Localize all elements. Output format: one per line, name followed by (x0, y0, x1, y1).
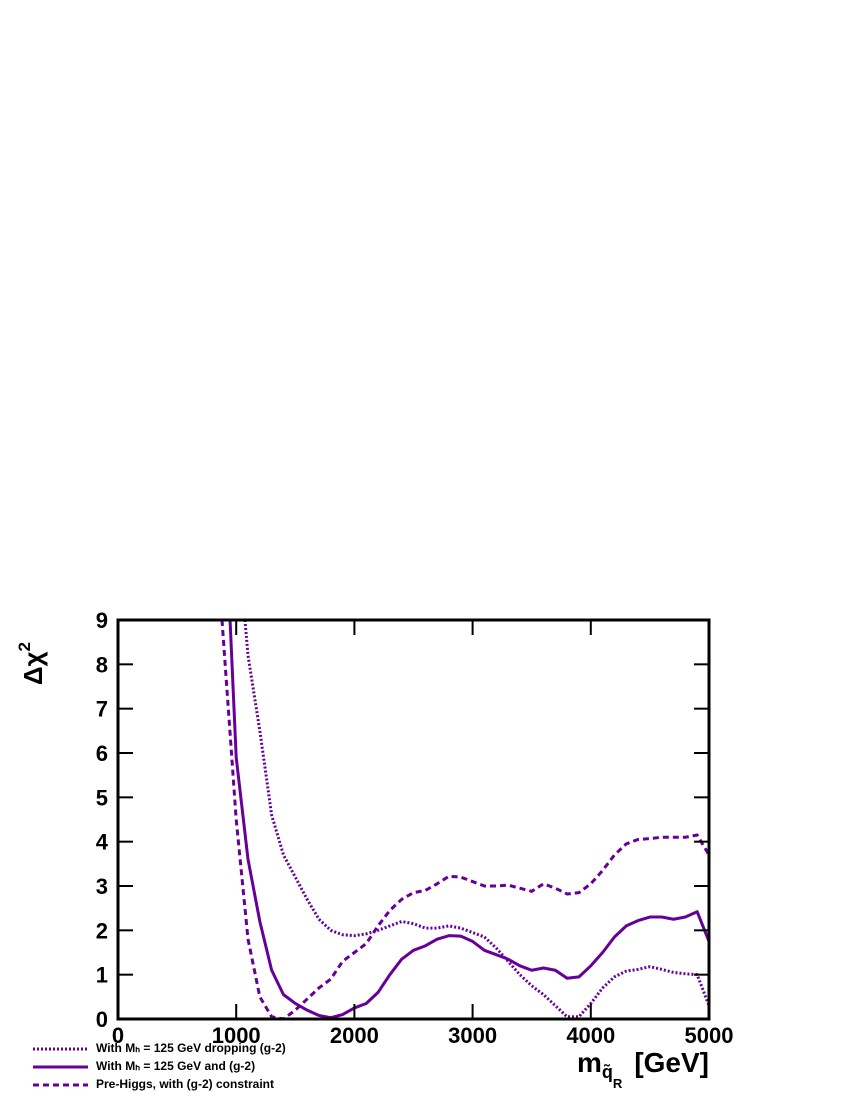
x-tick-label: 3000 (448, 1023, 497, 1048)
series-line (243, 620, 709, 1019)
series-line (228, 620, 709, 1019)
legend-label: Pre-Higgs, with (g-2) constraint (96, 1077, 274, 1091)
y-tick-label: 0 (96, 1007, 108, 1032)
x-tick-label: 4000 (566, 1023, 615, 1048)
y-label-symbol: Δχ (18, 651, 48, 685)
y-tick-label: 2 (96, 918, 108, 943)
x-label-sub-subscript: R (613, 1076, 623, 1091)
y-axis-label: Δχ2 (15, 642, 48, 685)
series-line (220, 620, 709, 1019)
x-label-unit: [GeV] (634, 1047, 709, 1078)
y-tick-label: 7 (96, 697, 108, 722)
y-label-superscript: 2 (15, 642, 34, 651)
y-tick-label: 1 (96, 963, 108, 988)
x-label-symbol: m (577, 1047, 602, 1078)
x-axis-label: mq̃R [GeV] (577, 1047, 709, 1091)
x-tick-label: 2000 (330, 1023, 379, 1048)
legend-label: With Mₕ = 125 GeV dropping (g-2) (96, 1041, 286, 1055)
x-tick-label: 1000 (212, 1023, 261, 1048)
y-tick-label: 5 (96, 785, 108, 810)
y-tick-label: 6 (96, 741, 108, 766)
plot-area (220, 620, 709, 1019)
y-tick-label: 9 (96, 608, 108, 633)
legend-label: With Mₕ = 125 GeV and (g-2) (96, 1059, 255, 1073)
y-tick-label: 4 (96, 830, 109, 855)
x-tick-label: 0 (112, 1023, 124, 1048)
x-tick-label: 5000 (685, 1023, 734, 1048)
y-tick-label: 3 (96, 874, 108, 899)
frame (116, 618, 711, 1021)
y-tick-label: 8 (96, 652, 108, 677)
x-label-subscript: q̃ (602, 1062, 613, 1082)
